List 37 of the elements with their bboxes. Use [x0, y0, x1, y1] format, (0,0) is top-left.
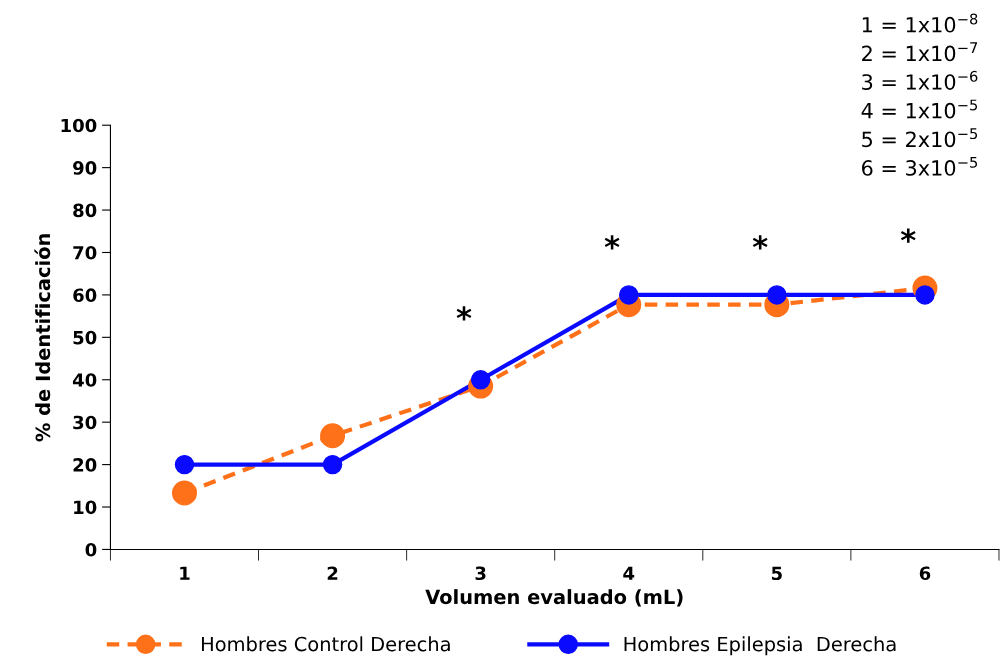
y-tick-label: 60 — [73, 288, 97, 303]
y-tick-label: 50 — [73, 330, 97, 345]
point — [320, 423, 346, 449]
point — [174, 454, 195, 475]
annotation: * — [900, 228, 916, 243]
text: 2 = 1x10$^{−7}$ — [862, 42, 978, 62]
x-tick-label: 5 — [771, 566, 782, 581]
y-tick-label: 80 — [73, 203, 97, 218]
x-tick-label: 6 — [919, 566, 931, 581]
legend-label: Hombres Epilepsia Derecha — [624, 636, 896, 656]
annotation: * — [752, 235, 768, 250]
annotation: * — [456, 306, 472, 321]
point — [322, 454, 343, 475]
y-tick-label: 100 — [61, 118, 97, 133]
y-tick-label: 10 — [74, 500, 97, 515]
x-tick-label: 4 — [623, 566, 635, 580]
annotation: * — [604, 235, 620, 250]
y-tick-label: 40 — [72, 373, 97, 387]
annotation: 6 = 3x10$^{−5}$ — [862, 156, 978, 176]
y-tick-label: 20 — [73, 458, 97, 472]
y-tick-label: 30 — [73, 415, 97, 430]
y-tick-label: 0 — [85, 542, 97, 557]
legend-label: Hombres Control Derecha — [201, 636, 450, 652]
x-tick-label: 3 — [475, 566, 486, 581]
text: 1 = 1x10$^{−8}$ — [862, 13, 978, 33]
point — [767, 285, 787, 305]
x-tick-label: 1 — [180, 566, 190, 580]
y-tick-label: 70 — [73, 245, 97, 260]
text: 4 = 1x10$^{−5}$ — [861, 99, 978, 119]
annotation: 5 = 2x10$^{−5}$ — [862, 128, 978, 148]
point — [171, 480, 197, 506]
y-axis-title: % de Identificación — [34, 234, 51, 442]
y-tick-label: 90 — [73, 161, 97, 175]
x-tick-label: 2 — [327, 566, 338, 580]
point — [619, 285, 639, 305]
text: 3 = 1x10$^{−6}$ — [862, 70, 978, 90]
x-axis-title: Volumen evaluado (mL) — [425, 589, 683, 607]
